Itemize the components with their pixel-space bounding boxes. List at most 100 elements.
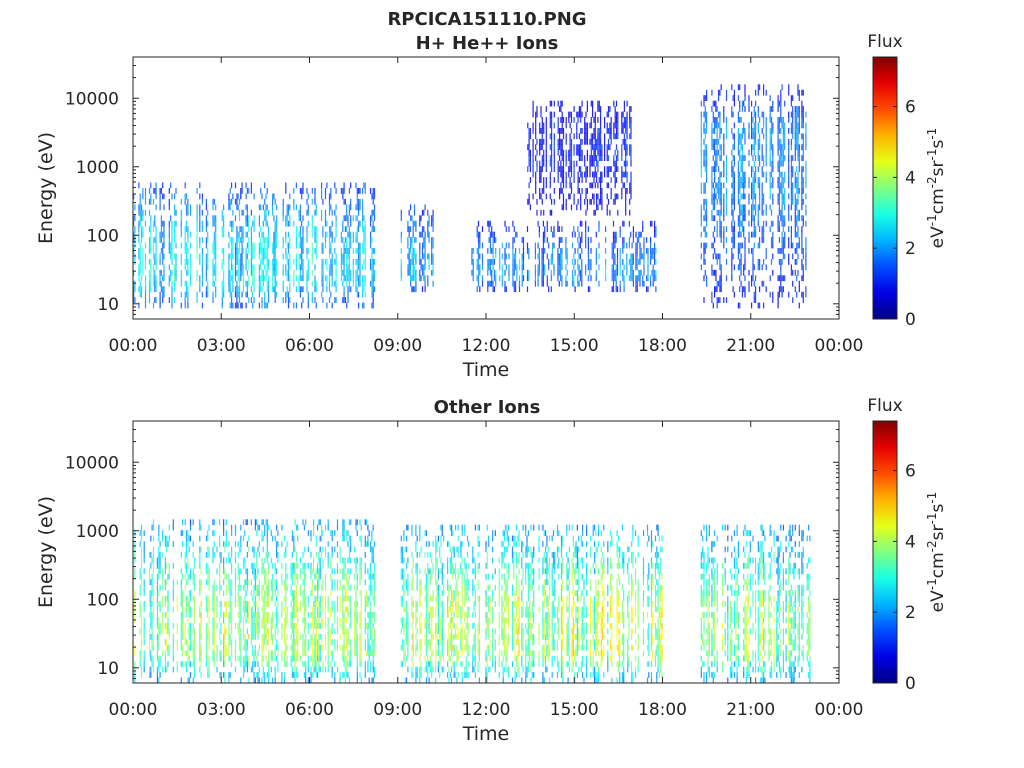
heatmap-cell	[262, 606, 264, 613]
heatmap-cell	[192, 519, 194, 526]
heatmap-cell	[706, 280, 708, 287]
heatmap-cell	[221, 259, 223, 265]
heatmap-cell	[350, 231, 352, 238]
heatmap-cell	[182, 617, 184, 624]
heatmap-cell	[254, 633, 256, 640]
heatmap-cell	[180, 590, 182, 596]
heatmap-cell	[231, 639, 233, 646]
heatmap-cell	[324, 220, 327, 227]
heatmap-cell	[781, 248, 783, 254]
heatmap-cell	[236, 269, 238, 276]
heatmap-cell	[152, 269, 155, 276]
heatmap-cell	[207, 655, 209, 662]
heatmap-cell	[565, 138, 567, 145]
heatmap-cell	[140, 231, 143, 238]
heatmap-cell	[358, 209, 360, 216]
heatmap-cell	[573, 133, 575, 140]
heatmap-cell	[532, 138, 534, 145]
heatmap-cell	[272, 198, 274, 205]
heatmap-cell	[276, 237, 278, 243]
heatmap-cell	[293, 198, 295, 205]
heatmap-cell	[196, 242, 198, 249]
heatmap-cell	[769, 291, 771, 298]
heatmap-cell	[755, 89, 757, 96]
heatmap-cell	[528, 269, 530, 276]
heatmap-cell	[261, 297, 263, 303]
heatmap-cell	[751, 280, 753, 287]
heatmap-cell	[371, 264, 373, 271]
heatmap-cell	[569, 144, 571, 151]
heatmap-cell	[162, 182, 164, 189]
heatmap-cell	[355, 259, 357, 265]
heatmap-cell	[184, 623, 186, 629]
heatmap-cell	[757, 155, 759, 161]
heatmap-cell	[585, 269, 587, 276]
heatmap-cell	[212, 623, 214, 629]
heatmap-cell	[751, 144, 753, 151]
heatmap-cell	[778, 100, 780, 107]
heatmap-cell	[228, 672, 230, 678]
heatmap-cell	[265, 655, 267, 662]
heatmap-cell	[225, 541, 227, 547]
heatmap-cell	[772, 220, 774, 227]
heatmap-cell	[213, 639, 215, 646]
heatmap-cell	[781, 160, 783, 167]
heatmap-cell	[224, 650, 226, 657]
heatmap-cell	[553, 100, 555, 107]
heatmap-cell	[642, 220, 644, 227]
heatmap-cell	[170, 269, 172, 276]
heatmap-cell	[718, 182, 720, 189]
heatmap-cell	[231, 530, 233, 536]
heatmap-cell	[415, 253, 417, 260]
heatmap-cell	[744, 106, 746, 112]
heatmap-cell	[258, 242, 260, 249]
heatmap-cell	[201, 248, 203, 254]
heatmap-cell	[315, 226, 317, 232]
heatmap-cell	[781, 259, 783, 265]
heatmap-cell	[423, 253, 425, 260]
heatmap-cell	[757, 204, 759, 211]
heatmap-cell	[725, 248, 728, 254]
heatmap-cell	[597, 149, 599, 156]
heatmap-cell	[731, 264, 733, 271]
heatmap-cell	[723, 117, 725, 123]
heatmap-cell	[248, 535, 250, 542]
heatmap-cell	[234, 198, 237, 205]
heatmap-cell	[200, 601, 202, 607]
heatmap-cell	[248, 546, 250, 553]
heatmap-cell	[778, 204, 780, 211]
heatmap-cell	[552, 248, 554, 254]
heatmap-cell	[796, 166, 798, 172]
heatmap-cell	[539, 144, 541, 151]
heatmap-cell	[565, 177, 567, 183]
heatmap-cell	[577, 171, 579, 178]
heatmap-cell	[748, 106, 750, 112]
heatmap-cell	[796, 128, 798, 134]
heatmap-cell	[364, 280, 366, 287]
heatmap-cell	[180, 639, 182, 646]
heatmap-cell	[589, 122, 591, 129]
heatmap-cell	[539, 166, 541, 172]
heatmap-cell	[801, 226, 803, 232]
heatmap-cell	[163, 237, 165, 243]
heatmap-cell	[716, 155, 718, 161]
heatmap-cell	[364, 248, 366, 254]
heatmap-cell	[723, 106, 725, 112]
heatmap-cell	[759, 133, 761, 140]
heatmap-cell	[565, 117, 567, 123]
heatmap-cell	[340, 237, 342, 243]
heatmap-cell	[777, 182, 779, 189]
heatmap-cell	[570, 171, 573, 178]
heatmap-cell	[253, 655, 255, 662]
heatmap-cell	[412, 253, 414, 260]
heatmap-cell	[188, 573, 190, 580]
heatmap-cell	[763, 84, 765, 91]
heatmap-cell	[184, 291, 186, 298]
heatmap-cell	[246, 541, 248, 547]
heatmap-cell	[703, 95, 705, 101]
heatmap-cell	[276, 226, 278, 232]
heatmap-cell	[805, 177, 807, 183]
heatmap-cell	[133, 215, 135, 222]
heatmap-cell	[612, 253, 615, 260]
heatmap-cell	[238, 639, 241, 646]
